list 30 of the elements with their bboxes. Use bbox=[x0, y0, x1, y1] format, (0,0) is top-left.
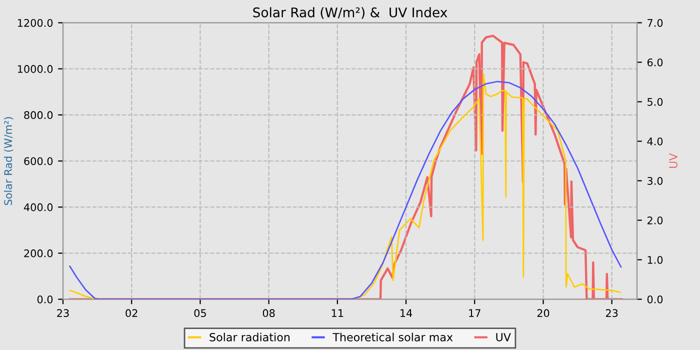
x-tick-label: 23 bbox=[57, 309, 69, 318]
y2-tick-label: 6.0 bbox=[647, 58, 663, 66]
y2-tick-label: 7.0 bbox=[648, 18, 663, 27]
y2-tick-label: 4.0 bbox=[647, 137, 663, 146]
x-tick-label: 14 bbox=[400, 309, 412, 317]
x-tick-label: 11 bbox=[332, 309, 344, 317]
y2-axis-title: UV bbox=[669, 153, 678, 168]
y2-tick-label: 5.0 bbox=[648, 98, 663, 106]
x-tick-label: 02 bbox=[126, 309, 138, 318]
y-axis-title: Solar Rad (W/m²) bbox=[4, 117, 14, 206]
x-tick-label: 17 bbox=[469, 309, 480, 317]
legend-label: Theoretical solar max bbox=[332, 332, 453, 342]
x-tick-label: 08 bbox=[262, 309, 275, 318]
y-tick-label: 800.0 bbox=[24, 111, 53, 120]
legend-label: UV bbox=[496, 333, 511, 342]
x-tick-label: 05 bbox=[194, 309, 206, 318]
y2-tick-label: 2.0 bbox=[647, 216, 663, 224]
y-tick-label: 200.0 bbox=[24, 249, 53, 258]
legend-label: Solar radiation bbox=[210, 332, 290, 342]
chart-title: Solar Rad (W/m²) & UV Index bbox=[253, 7, 448, 19]
x-tick-label: 23 bbox=[606, 309, 618, 318]
x-tick-label: 20 bbox=[537, 309, 550, 318]
y-tick-label: 600.0 bbox=[24, 157, 53, 166]
y2-tick-label: 1.0 bbox=[648, 256, 663, 264]
y2-tick-label: 3.0 bbox=[648, 176, 663, 185]
y-tick-label: 0.0 bbox=[37, 295, 53, 304]
y-tick-label: 1000.0 bbox=[18, 65, 53, 73]
y2-tick-label: 0.0 bbox=[647, 295, 663, 304]
y-tick-label: 400.0 bbox=[24, 203, 53, 212]
y-tick-label: 1200.0 bbox=[18, 18, 53, 27]
